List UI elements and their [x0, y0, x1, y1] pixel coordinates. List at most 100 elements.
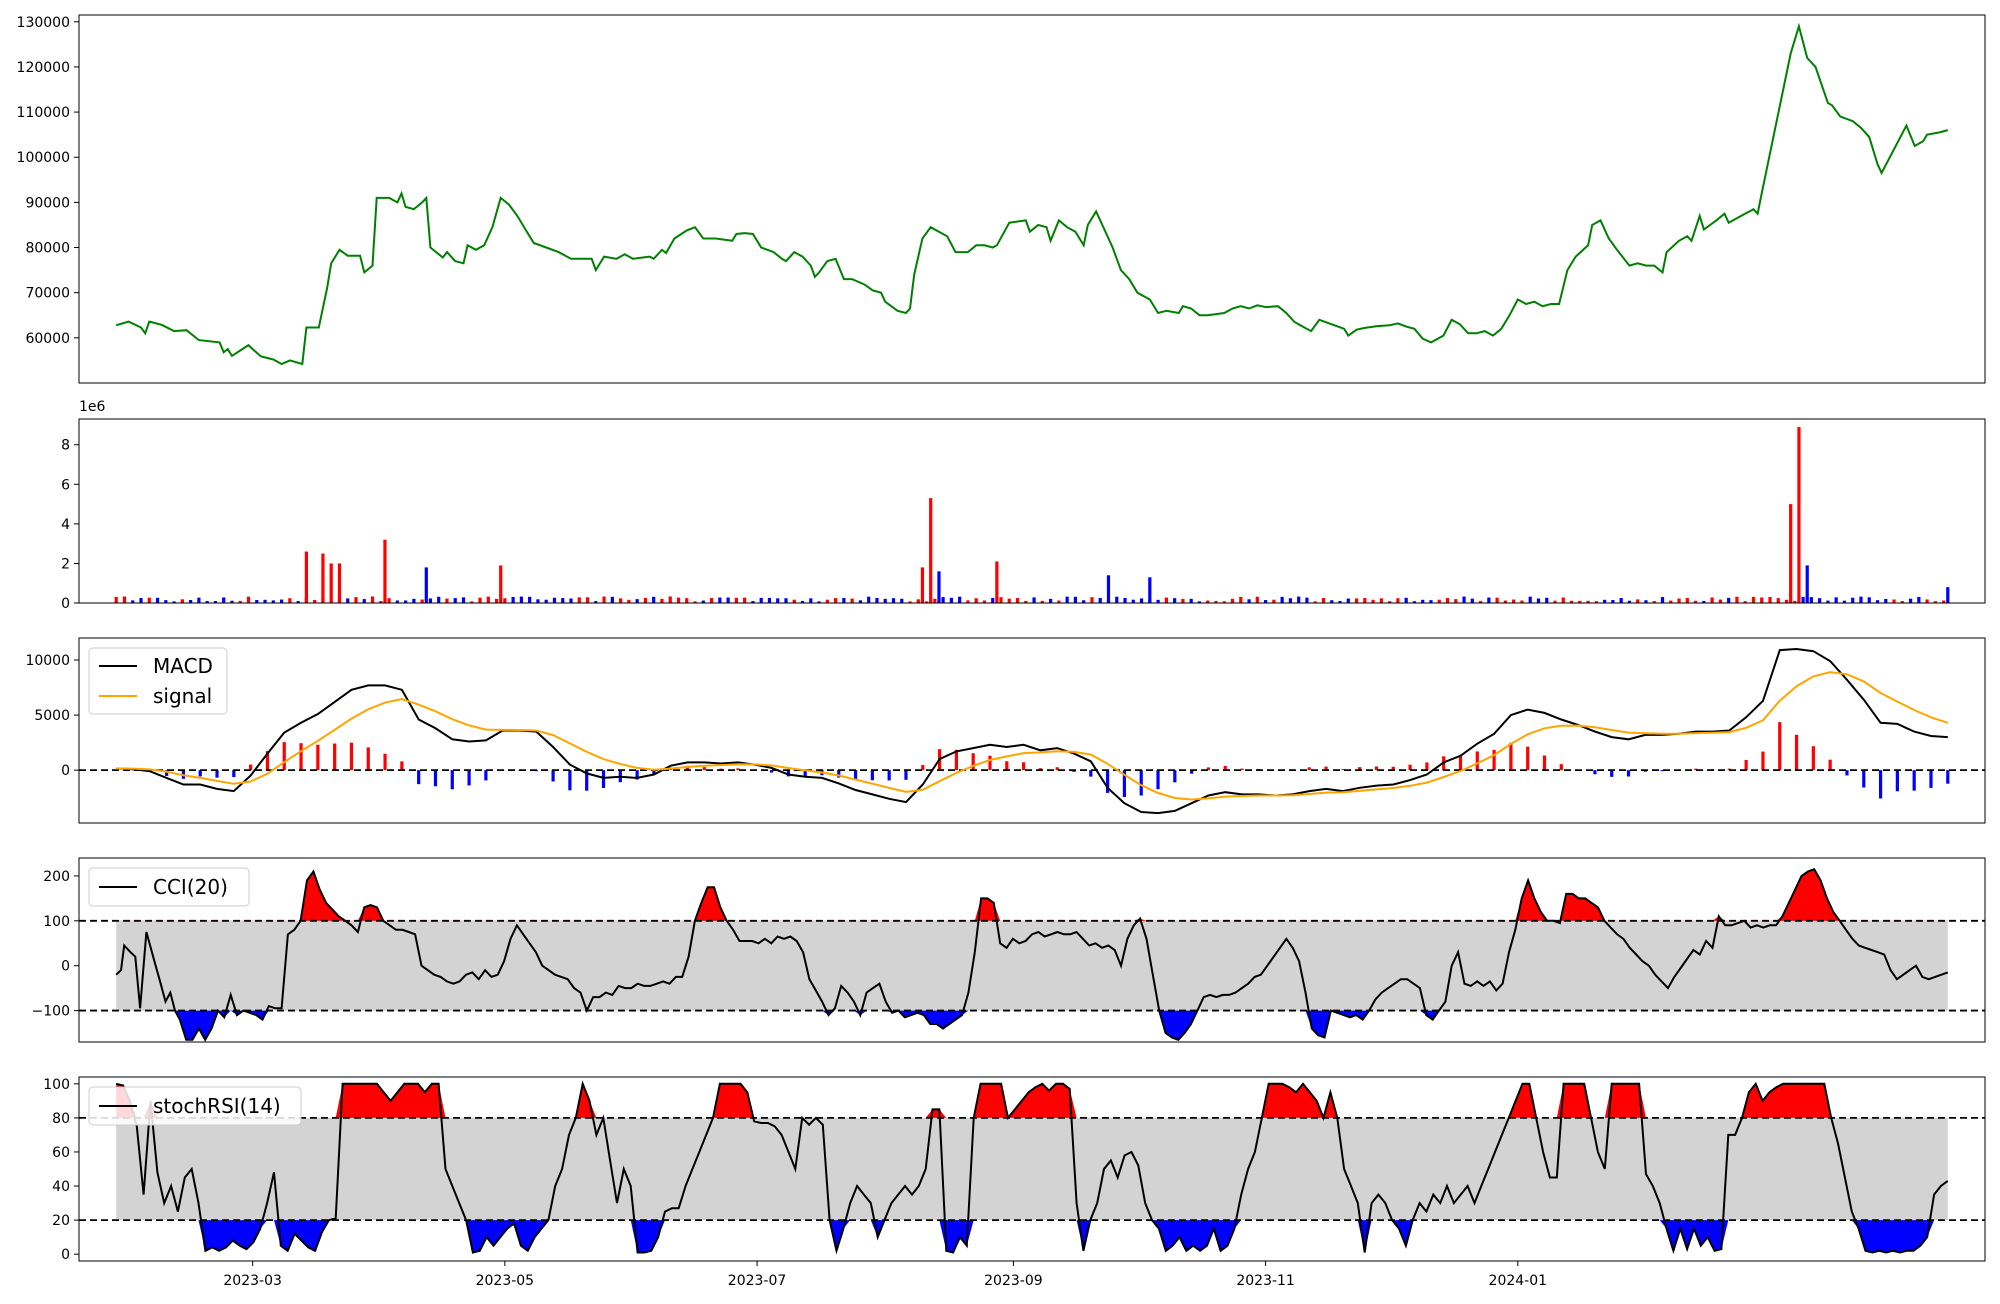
- volume-bar: [222, 597, 225, 603]
- y-tick-label-cci: 200: [43, 869, 70, 885]
- volume-offset-text: 1e6: [79, 399, 106, 415]
- macd-histogram-bar: [316, 745, 319, 770]
- y-tick-label-stochrsi: 80: [52, 1111, 70, 1127]
- volume-bar: [499, 565, 502, 603]
- cci-oversold-fill: [116, 1011, 1948, 1040]
- macd-histogram-bar: [602, 770, 605, 788]
- volume-bar: [437, 597, 440, 603]
- macd-histogram-bar: [1140, 770, 1143, 795]
- volume-bar: [1909, 599, 1912, 603]
- volume-bar: [677, 598, 680, 603]
- volume-bar: [1512, 600, 1515, 603]
- volume-bar: [1140, 598, 1143, 603]
- macd-histogram-bar: [1526, 747, 1529, 770]
- y-tick-label-macd: 10000: [25, 653, 70, 669]
- volume-bar: [371, 596, 374, 603]
- stochrsi-band: [116, 1118, 1948, 1220]
- y-tick-label-price: 60000: [25, 331, 70, 347]
- volume-bar: [834, 598, 837, 603]
- volume-bar: [1405, 598, 1408, 603]
- y-tick-label-volume: 4: [61, 517, 70, 533]
- volume-bar: [512, 597, 515, 603]
- volume-bar: [917, 599, 920, 603]
- volume-bar: [1181, 599, 1184, 603]
- macd-histogram-bar: [1593, 770, 1596, 774]
- volume-bar: [487, 597, 490, 603]
- y-tick-label-stochrsi: 60: [52, 1145, 70, 1161]
- volume-bar: [602, 597, 605, 603]
- macd-histogram-bar: [1308, 767, 1311, 770]
- volume-bar: [330, 563, 333, 603]
- volume-bar: [338, 563, 341, 603]
- volume-bar: [1032, 597, 1035, 603]
- volume-bar: [1471, 599, 1474, 603]
- volume-bar: [937, 571, 940, 603]
- volume-bar: [139, 598, 142, 603]
- volume-bar: [197, 598, 200, 603]
- volume-bar: [1752, 597, 1755, 603]
- volume-bar: [578, 597, 581, 603]
- volume-bar: [115, 597, 118, 603]
- macd-histogram-bar: [1173, 770, 1176, 782]
- volume-bar: [1462, 597, 1465, 603]
- volume-bar: [1946, 587, 1949, 603]
- y-tick-label-price: 90000: [25, 195, 70, 211]
- volume-bar: [520, 597, 523, 603]
- macd-histogram-bar: [1089, 770, 1092, 776]
- volume-bar: [1537, 598, 1540, 603]
- volume-bar: [1231, 599, 1234, 603]
- volume-bar: [148, 598, 151, 603]
- macd-histogram-bar: [417, 770, 420, 784]
- volume-bar: [999, 597, 1002, 603]
- volume-bar: [735, 598, 738, 603]
- macd-histogram-bar: [1778, 722, 1781, 770]
- y-tick-label-price: 70000: [25, 286, 70, 302]
- volume-bar: [1454, 599, 1457, 603]
- volume-bar: [156, 598, 159, 603]
- volume-bar: [867, 597, 870, 603]
- y-tick-label-volume: 0: [61, 596, 70, 612]
- y-tick-label-price: 110000: [17, 105, 70, 121]
- signal-line: [116, 672, 1948, 799]
- volume-bar: [768, 598, 771, 603]
- volume-bar: [1777, 598, 1780, 603]
- macd-histogram-bar: [1005, 761, 1008, 770]
- macd-histogram-bar: [988, 756, 991, 770]
- y-tick-label-macd: 0: [61, 763, 70, 779]
- macd-histogram-bar: [871, 770, 874, 780]
- macd-histogram-bar: [215, 770, 218, 778]
- volume-bar: [305, 552, 308, 603]
- volume-bar: [445, 599, 448, 603]
- volume-bar: [247, 597, 250, 603]
- volume-bar: [503, 598, 506, 603]
- panel-frame-volume: [79, 419, 1985, 603]
- y-tick-label-stochrsi: 0: [61, 1247, 70, 1263]
- volume-bar: [1173, 598, 1176, 603]
- macd-histogram-bar: [367, 747, 370, 770]
- volume-bar: [1562, 597, 1565, 603]
- volume-bar: [1123, 598, 1126, 603]
- macd-histogram-bar: [199, 770, 202, 776]
- volume-bar: [1305, 598, 1308, 603]
- volume-bar: [1297, 597, 1300, 603]
- macd-histogram-bar: [299, 743, 302, 770]
- volume-bar: [942, 597, 945, 603]
- volume-bar: [644, 598, 647, 603]
- macd-histogram-bar: [552, 770, 555, 781]
- macd-histogram-bar: [1509, 743, 1512, 770]
- volume-bar: [1289, 598, 1292, 603]
- macd-histogram-bar: [888, 770, 891, 780]
- volume-bar: [710, 598, 713, 603]
- y-tick-label-macd: 5000: [34, 708, 70, 724]
- volume-bar: [346, 598, 349, 603]
- volume-bar: [1099, 598, 1102, 603]
- volume-bar: [123, 597, 126, 603]
- volume-bar: [1661, 597, 1664, 603]
- macd-histogram-bar: [333, 744, 336, 771]
- volume-bar: [1926, 599, 1929, 603]
- volume-bar: [586, 597, 589, 603]
- volume-bar: [851, 599, 854, 603]
- macd-histogram-bar: [703, 767, 706, 770]
- macd-histogram-bar: [1492, 750, 1495, 770]
